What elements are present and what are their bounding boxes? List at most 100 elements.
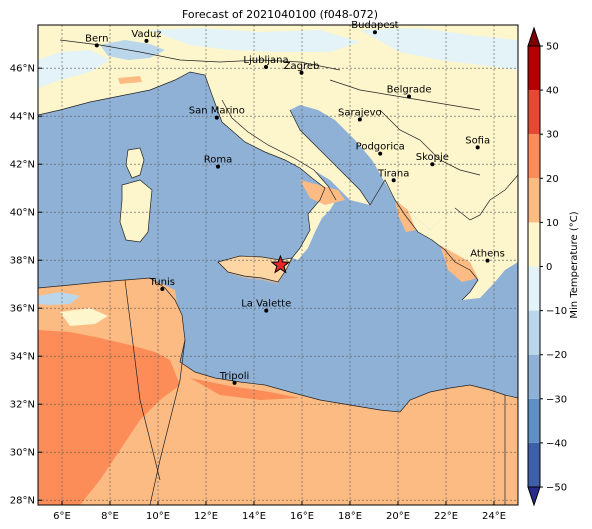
city-label: Skopje — [416, 152, 449, 163]
city-dot — [216, 164, 220, 169]
city-tripoli: Tripoli — [219, 371, 250, 385]
city-dot — [214, 115, 219, 120]
city-label: Podgorica — [356, 142, 405, 153]
colorbar: 50 40 30 20 10 0 −10 −20 −30 −40 −50 Min Temperatu… — [527, 26, 580, 507]
coastline-aegean — [454, 174, 518, 221]
city-dot — [264, 308, 269, 313]
land-corsica — [126, 148, 144, 178]
city-label: Belgrade — [387, 85, 432, 96]
city-ljubljana: Ljubljana — [243, 55, 289, 69]
x-tick-label: 20°E — [386, 511, 410, 522]
city-san-marino: San Marino — [189, 106, 245, 120]
border-balkans-1 — [329, 79, 481, 111]
city-tunis: Tunis — [149, 277, 175, 291]
city-podgorica: Podgorica — [356, 142, 405, 156]
city-dot — [378, 151, 383, 156]
y-tick-label: 28°N — [10, 496, 35, 507]
city-tirana: Tirana — [377, 168, 409, 183]
field-warm-tunisia-coast — [150, 278, 178, 312]
city-dot — [144, 38, 149, 43]
colorbar-label: Min Temperature (°C) — [569, 211, 580, 318]
y-tick-label: 38°N — [10, 256, 35, 267]
map-frame — [37, 24, 519, 506]
city-label: Sarajevo — [338, 108, 382, 119]
city-label: Budapest — [351, 20, 398, 31]
city-label: Bern — [85, 33, 108, 44]
colorbar-extend-min — [527, 486, 541, 507]
city-label: San Marino — [189, 106, 245, 117]
colorbar-tick-label: 10 — [546, 218, 559, 229]
colorbar-tick-label: 30 — [546, 130, 559, 141]
city-dot — [232, 380, 237, 385]
border-balkans-2 — [379, 109, 481, 176]
city-dot — [357, 117, 362, 122]
y-tick-label: 34°N — [10, 352, 35, 363]
colorbar-bin — [528, 310, 540, 355]
colorbar-tick-label: 40 — [546, 86, 559, 97]
y-tick-label: 42°N — [10, 160, 35, 171]
land-italy — [212, 95, 336, 260]
city-skopje: Skopje — [416, 152, 449, 167]
x-tick-label: 22°E — [434, 511, 458, 522]
city-bern: Bern — [85, 33, 108, 48]
colorbar-bin — [528, 178, 540, 223]
field-cold-alps — [100, 40, 165, 60]
longitude-axis: 6°E 8°E 10°E 12°E 14°E 16°E 18°E 20°E 22°E 24°E — [53, 501, 506, 522]
field-hot-libya — [190, 378, 300, 400]
field-warm-po — [118, 76, 142, 84]
x-tick-label: 14°E — [242, 511, 266, 522]
colorbar-bin — [528, 46, 540, 91]
city-label: La Valette — [241, 299, 291, 310]
field-cool-atlas — [38, 292, 80, 305]
colorbar-tick-label: −50 — [546, 483, 567, 494]
x-tick-label: 10°E — [146, 511, 170, 522]
colorbar-tick-label: 50 — [546, 42, 559, 53]
star-marker-icon — [270, 254, 291, 274]
colorbar-bin — [528, 222, 540, 267]
colorbar-tick-label: 20 — [546, 174, 559, 185]
colorbar-tick-label: −40 — [546, 438, 567, 449]
field-warm-greece — [440, 245, 478, 282]
x-tick-label: 12°E — [194, 511, 218, 522]
border-africa-1 — [124, 279, 161, 481]
city-la-valette: La Valette — [241, 299, 291, 313]
colorbar-bin — [528, 442, 540, 487]
city-belgrade: Belgrade — [387, 85, 432, 99]
city-dot — [160, 287, 165, 291]
field-cool-north — [38, 50, 110, 88]
map-title: Forecast of 2021040100 (f048-072) — [182, 8, 378, 21]
y-tick-label: 46°N — [10, 64, 35, 75]
city-sofia: Sofia — [465, 135, 490, 150]
coastline-africa — [38, 277, 518, 413]
field-cool-east — [360, 28, 518, 70]
city-label: Tripoli — [219, 371, 250, 382]
colorbar-bin — [528, 134, 540, 179]
city-dot — [372, 30, 377, 35]
land-anatolia — [495, 220, 518, 262]
y-tick-label: 44°N — [10, 112, 35, 123]
city-sarajevo: Sarajevo — [338, 108, 382, 122]
colorbar-tick-label: 0 — [546, 262, 552, 273]
city-label: Athens — [470, 249, 505, 260]
field-cool-north-2 — [150, 28, 360, 52]
x-tick-label: 24°E — [482, 511, 506, 522]
colorbar-tick-label: −30 — [546, 394, 567, 405]
land-sardinia — [120, 180, 152, 242]
city-dot — [391, 178, 396, 183]
colorbar-bin — [528, 354, 540, 399]
coastline-adriatic-east — [289, 109, 479, 301]
colorbar-tick-label: −10 — [546, 306, 567, 317]
colorbar-bin — [528, 266, 540, 311]
colorbar-bin — [528, 398, 540, 443]
colorbar-extend-max — [527, 26, 541, 47]
city-budapest: Budapest — [351, 20, 399, 35]
field-pale-atlas — [60, 308, 108, 326]
x-tick-label: 8°E — [101, 511, 119, 522]
city-dot — [485, 258, 490, 263]
coastline-corsica — [125, 147, 145, 179]
city-dot — [264, 65, 268, 69]
x-tick-label: 16°E — [290, 511, 314, 522]
